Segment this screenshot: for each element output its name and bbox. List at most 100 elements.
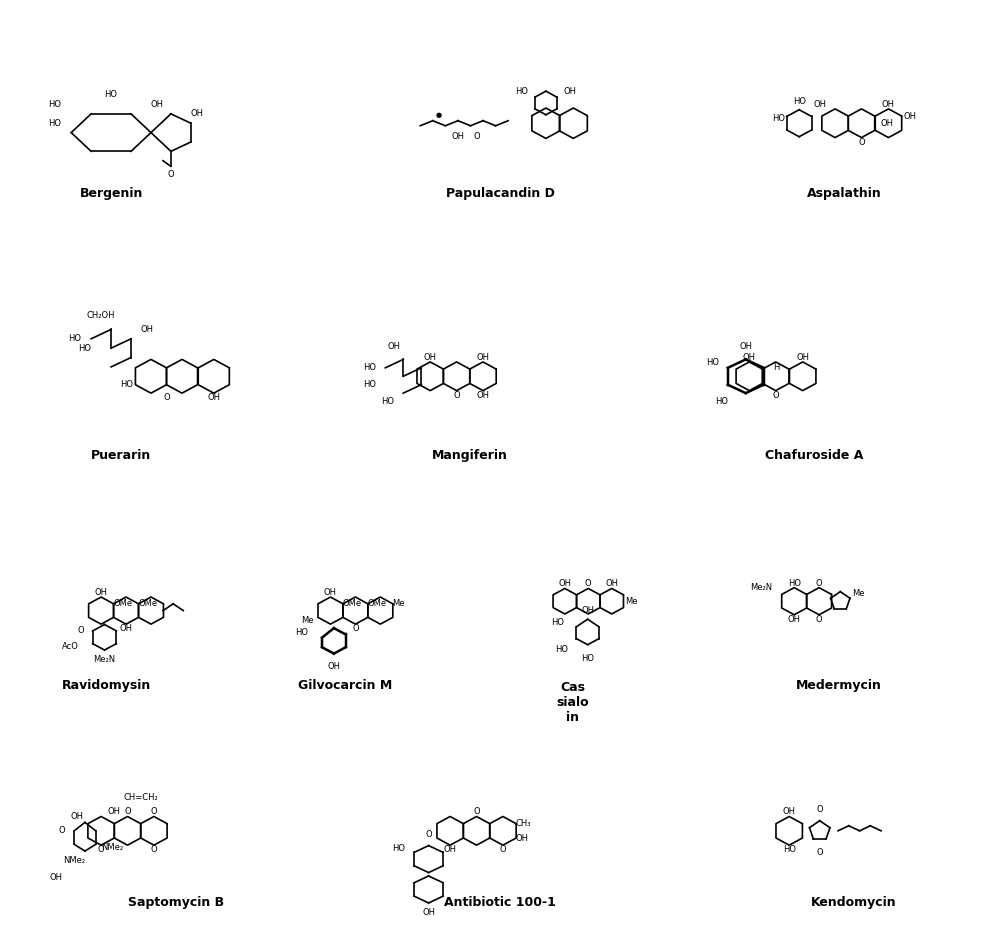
Text: HO: HO <box>515 86 528 96</box>
Text: OH: OH <box>904 112 917 120</box>
Text: OH: OH <box>796 352 809 362</box>
Text: OH: OH <box>788 615 801 624</box>
Text: Me₂N: Me₂N <box>750 583 773 592</box>
Text: OH: OH <box>444 845 457 854</box>
Text: OH: OH <box>813 100 826 109</box>
Text: O: O <box>816 615 822 624</box>
Text: NMe₂: NMe₂ <box>63 856 85 865</box>
Text: Saptomycin B: Saptomycin B <box>128 897 224 910</box>
Text: OH: OH <box>422 908 435 917</box>
Text: O: O <box>585 579 592 588</box>
Text: HO: HO <box>706 358 719 368</box>
Text: HO: HO <box>715 397 728 406</box>
Text: OH: OH <box>739 342 752 351</box>
Text: O: O <box>168 170 174 180</box>
Text: HO: HO <box>120 380 133 389</box>
Text: OH: OH <box>882 100 895 109</box>
Text: Bergenin: Bergenin <box>79 187 143 200</box>
Text: HO: HO <box>392 844 405 854</box>
Text: HO: HO <box>68 335 81 343</box>
Text: OH: OH <box>95 588 108 597</box>
Text: Chafuroside A: Chafuroside A <box>765 449 863 462</box>
Text: OH: OH <box>558 579 571 588</box>
Text: O: O <box>78 626 84 635</box>
Text: Papulacandin D: Papulacandin D <box>446 187 554 200</box>
Text: ●: ● <box>436 112 442 118</box>
Text: HO: HO <box>551 618 564 627</box>
Text: Antibiotic 100-1: Antibiotic 100-1 <box>444 897 556 910</box>
Text: OH: OH <box>783 807 796 817</box>
Text: HO: HO <box>363 364 376 372</box>
Text: HO: HO <box>363 380 376 389</box>
Text: HO: HO <box>105 90 118 99</box>
Text: O: O <box>858 137 865 147</box>
Text: O: O <box>124 807 131 817</box>
Text: O: O <box>98 845 104 854</box>
Text: Ravidomysin: Ravidomysin <box>61 679 151 692</box>
Text: HO: HO <box>48 100 61 109</box>
Text: OH: OH <box>564 86 577 96</box>
Text: Medermycin: Medermycin <box>796 679 882 692</box>
Text: OMe: OMe <box>139 600 158 608</box>
Text: O: O <box>772 391 779 400</box>
Text: HO: HO <box>793 98 806 106</box>
Text: OH: OH <box>151 100 164 109</box>
Text: OH: OH <box>141 325 154 334</box>
Text: HO: HO <box>772 114 785 122</box>
Text: OH: OH <box>581 605 594 615</box>
Text: HO: HO <box>78 344 91 352</box>
Text: OH: OH <box>70 812 83 821</box>
Text: HO: HO <box>788 579 801 588</box>
Text: OH: OH <box>324 588 337 597</box>
Text: O: O <box>59 826 65 836</box>
Text: O: O <box>816 805 823 814</box>
Text: O: O <box>473 132 480 141</box>
Text: CH₂OH: CH₂OH <box>87 311 115 320</box>
Text: AcO: AcO <box>62 642 79 651</box>
Text: O: O <box>151 807 157 817</box>
Text: O: O <box>425 830 432 838</box>
Text: Me₂N: Me₂N <box>93 655 116 664</box>
Text: HO: HO <box>295 628 308 637</box>
Text: Me: Me <box>625 597 638 605</box>
Text: Aspalathin: Aspalathin <box>807 187 881 200</box>
Text: Cas
sialo
in: Cas sialo in <box>556 681 589 724</box>
Text: O: O <box>163 393 170 402</box>
Text: HO: HO <box>581 653 594 663</box>
Text: OH: OH <box>327 662 340 670</box>
Text: OH: OH <box>191 109 204 118</box>
Text: OMe: OMe <box>114 600 133 608</box>
Text: O: O <box>500 845 506 854</box>
Text: Gilvocarcin M: Gilvocarcin M <box>298 679 393 692</box>
Text: Me: Me <box>852 588 865 598</box>
Text: CH=CH₂: CH=CH₂ <box>123 793 158 802</box>
Text: Me: Me <box>392 600 405 608</box>
Text: O: O <box>816 579 822 588</box>
Text: Kendomycin: Kendomycin <box>811 897 897 910</box>
Text: OH: OH <box>451 132 464 141</box>
Text: HO: HO <box>381 397 394 406</box>
Text: O: O <box>151 845 157 854</box>
Text: OH: OH <box>424 352 437 362</box>
Text: Puerarin: Puerarin <box>91 449 151 462</box>
Text: OH: OH <box>207 393 220 402</box>
Text: OH: OH <box>476 352 489 362</box>
Text: Mangiferin: Mangiferin <box>432 449 508 462</box>
Text: Me: Me <box>301 616 314 625</box>
Text: NMe₂: NMe₂ <box>101 843 123 853</box>
Text: OH: OH <box>476 391 489 400</box>
Text: OH: OH <box>516 834 529 842</box>
Text: O: O <box>453 391 460 400</box>
Text: OH: OH <box>120 624 133 634</box>
Text: OH: OH <box>108 807 121 817</box>
Text: OMe: OMe <box>343 600 362 608</box>
Text: HO: HO <box>783 845 796 854</box>
Text: OMe: OMe <box>368 600 387 608</box>
Text: OH: OH <box>605 579 618 588</box>
Text: OH: OH <box>743 352 756 362</box>
Text: HO: HO <box>48 118 61 128</box>
Text: OH: OH <box>881 118 894 128</box>
Text: H: H <box>773 364 779 372</box>
Text: CH₃: CH₃ <box>516 819 531 828</box>
Text: HO: HO <box>556 645 569 653</box>
